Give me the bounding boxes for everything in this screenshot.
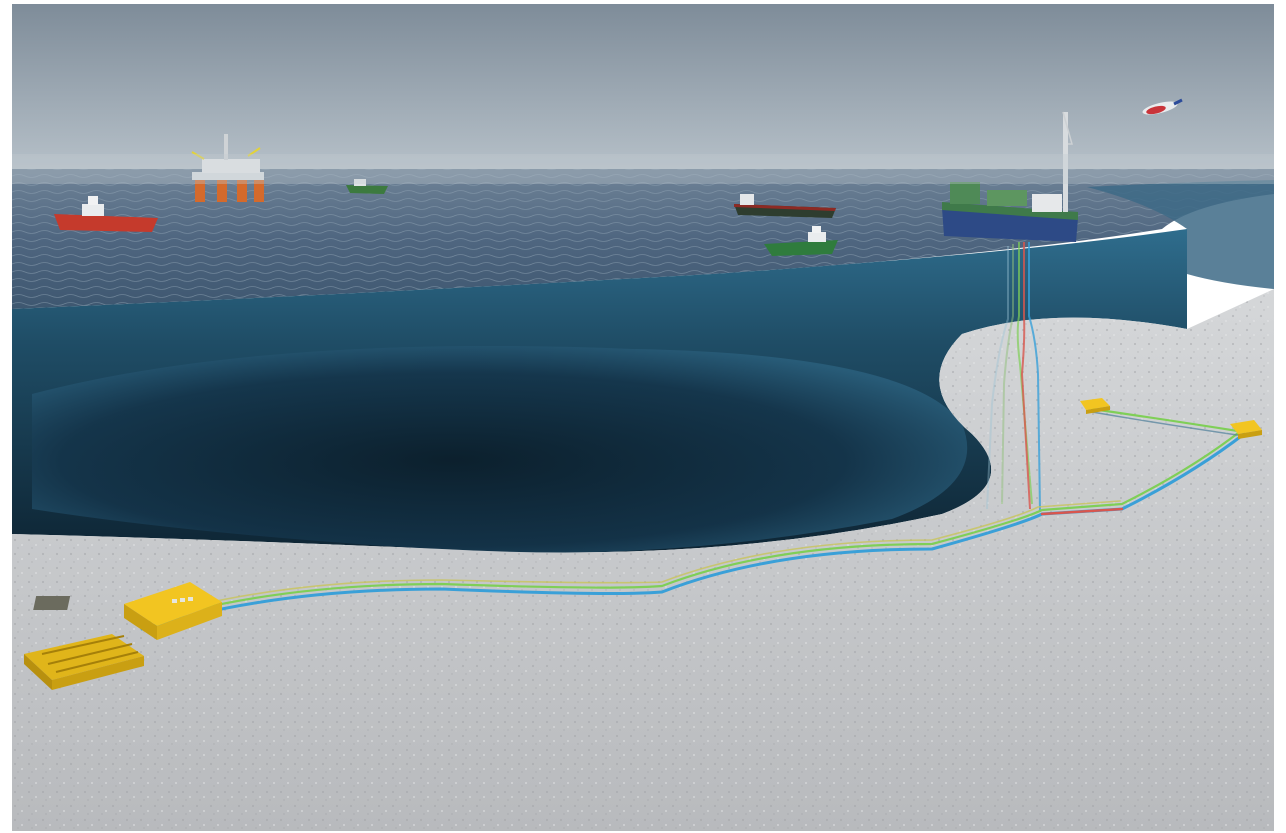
offshore-field-illustration — [12, 4, 1274, 831]
scene-canvas — [12, 4, 1274, 831]
helicopter — [1142, 98, 1183, 115]
small-vessel-green — [346, 179, 388, 194]
horizon-haze — [12, 154, 1274, 184]
riser-bundle — [986, 242, 1041, 513]
support-vessel-green — [764, 226, 838, 256]
seabed-texture — [12, 289, 1274, 831]
subsea-manifold — [33, 582, 222, 640]
fpso — [942, 111, 1078, 242]
subsea-structure-far-left — [1080, 398, 1110, 414]
flowline-bundle — [140, 407, 1246, 631]
deep-water — [32, 346, 968, 553]
tanker — [734, 194, 836, 218]
sky — [12, 4, 1274, 179]
support-vessel-red — [54, 196, 158, 232]
subsea-structure-far-right — [1230, 420, 1262, 439]
subsea-template — [24, 634, 144, 690]
sea-surface-right — [1087, 180, 1274, 289]
semi-submersible-platform — [191, 134, 264, 202]
